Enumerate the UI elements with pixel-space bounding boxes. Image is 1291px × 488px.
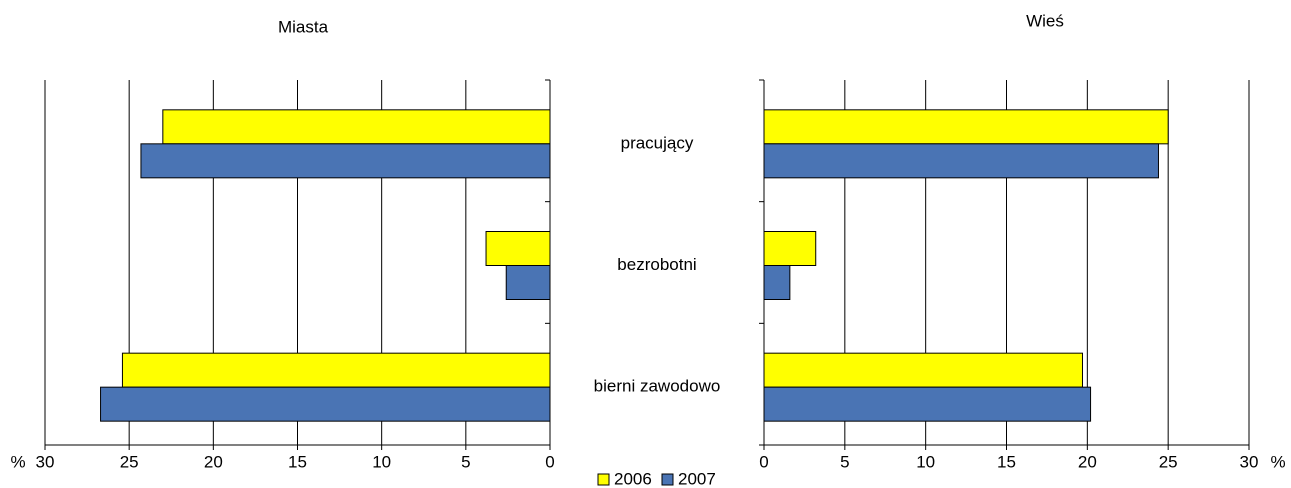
x-axis-label: % [10, 452, 25, 471]
x-tick-label: 15 [997, 452, 1016, 471]
bar [763, 386, 1092, 422]
category-label: bierni zawodowo [594, 377, 721, 396]
bar [140, 143, 551, 179]
chart-title: Miasta [278, 17, 329, 36]
x-tick-label: 30 [36, 452, 55, 471]
bar [763, 143, 1159, 179]
x-tick-label: 0 [545, 452, 554, 471]
bar [763, 265, 791, 300]
x-tick-label: 20 [1078, 452, 1097, 471]
x-tick-label: 5 [461, 452, 470, 471]
bar [505, 265, 551, 300]
legend-swatch [661, 473, 674, 486]
x-tick-label: 10 [372, 452, 391, 471]
bar [485, 231, 551, 266]
legend-label: 2006 [614, 469, 652, 488]
bar [763, 352, 1083, 388]
x-axis-label: % [1270, 452, 1285, 471]
x-tick-label: 15 [288, 452, 307, 471]
x-tick-label: 25 [1159, 452, 1178, 471]
x-tick-label: 0 [759, 452, 768, 471]
bar [121, 352, 551, 388]
chart-title: Wieś [1026, 11, 1064, 30]
x-tick-label: 30 [1240, 452, 1259, 471]
category-label: pracujący [621, 133, 694, 152]
x-tick-label: 5 [840, 452, 849, 471]
bar [763, 109, 1169, 145]
legend-swatch [597, 473, 610, 486]
bar [763, 231, 817, 266]
x-tick-label: 25 [120, 452, 139, 471]
x-tick-label: 20 [204, 452, 223, 471]
bar [162, 109, 551, 145]
legend-label: 2007 [678, 469, 716, 488]
x-tick-label: 10 [916, 452, 935, 471]
bar [100, 386, 551, 422]
category-label: bezrobotni [617, 255, 696, 274]
